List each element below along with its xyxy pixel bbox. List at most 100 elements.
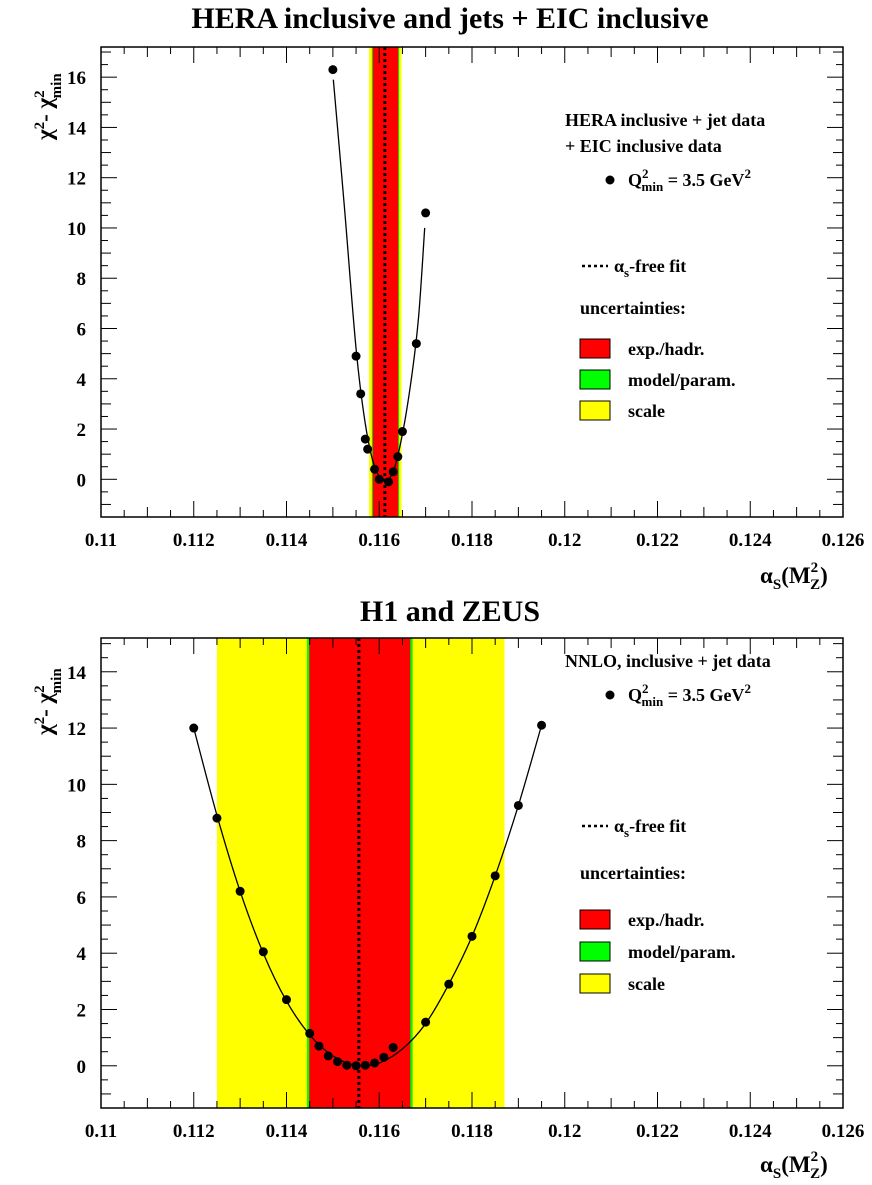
legend-swatch-exp — [579, 338, 611, 359]
x-tick-label: 0.114 — [266, 1121, 308, 1142]
data-point — [212, 813, 222, 823]
x-tick-label: 0.114 — [266, 530, 308, 551]
x-tick-label: 0.11 — [85, 1121, 117, 1142]
data-point — [189, 723, 199, 733]
legend-swatch-model — [579, 369, 611, 390]
data-point — [379, 1052, 389, 1062]
legend-band-scale: scale — [628, 974, 665, 994]
x-tick-label: 0.126 — [822, 530, 865, 551]
x-axis-label: αS(M2 Z) — [760, 1149, 828, 1182]
data-point — [323, 1051, 333, 1061]
legend-point-marker — [605, 175, 615, 185]
x-tick-label: 0.12 — [548, 1121, 581, 1142]
chart-title: HERA inclusive and jets + EIC inclusive — [191, 2, 708, 35]
legend-header-line-1: NNLO, inclusive + jet data — [565, 651, 771, 671]
data-point — [360, 434, 370, 444]
data-point — [363, 444, 373, 454]
data-point — [444, 979, 454, 989]
chart-panel-top: HERA inclusive and jets + EIC inclusive … — [32, 2, 864, 593]
y-tick-label: 10 — [67, 775, 86, 796]
data-point — [258, 947, 268, 957]
y-tick-label: 2 — [77, 420, 87, 441]
data-point — [282, 995, 291, 1005]
data-point — [513, 800, 523, 810]
data-point — [360, 1060, 370, 1070]
y-tick-label: 0 — [77, 470, 87, 491]
legend-band-model: model/param. — [628, 942, 736, 962]
data-point — [342, 1060, 352, 1070]
x-tick-label: 0.122 — [636, 1121, 679, 1142]
data-point — [421, 1017, 431, 1027]
y-tick-label: 12 — [67, 719, 86, 740]
y-tick-label: 4 — [77, 944, 87, 965]
data-point — [333, 1057, 343, 1067]
legend-band-model: model/param. — [628, 370, 736, 390]
data-point — [411, 339, 421, 349]
legend-point-marker — [605, 690, 615, 700]
data-point — [351, 351, 361, 361]
legend-line-label: αs-free fit — [614, 256, 686, 280]
data-point — [388, 467, 398, 477]
data-point — [328, 65, 338, 75]
y-tick-label: 6 — [77, 319, 87, 340]
legend-line-label: αs-free fit — [614, 816, 686, 840]
y-tick-label: 14 — [67, 663, 87, 684]
legend-points-label: Q2 min = 3.5 GeV2 — [628, 166, 751, 194]
x-tick-label: 0.126 — [822, 1121, 865, 1142]
chart-title: H1 and ZEUS — [360, 595, 540, 628]
svg-text:αS(M2Z): αS(M2 Z) — [760, 560, 828, 593]
data-point — [235, 886, 245, 896]
y-tick-label: 8 — [77, 269, 87, 290]
legend-swatch-model — [579, 941, 611, 962]
svg-text:χ2- χ2min: χ2- χ2min — [32, 73, 65, 141]
legend-swatch-scale — [579, 973, 611, 994]
data-point — [388, 1042, 398, 1052]
y-tick-label: 14 — [67, 118, 87, 139]
x-tick-label: 0.11 — [85, 530, 117, 551]
y-axis-label: χ2- χ2min — [32, 668, 65, 736]
data-point — [393, 452, 403, 462]
legend-uncertainties-label: uncertainties: — [580, 298, 686, 318]
x-tick-label: 0.116 — [358, 530, 400, 551]
x-tick-label: 0.112 — [173, 1121, 215, 1142]
y-tick-label: 10 — [67, 219, 86, 240]
svg-text:αS(M2Z): αS(M2 Z) — [760, 1149, 828, 1182]
x-tick-label: 0.122 — [636, 530, 679, 551]
y-tick-label: 2 — [77, 1000, 87, 1021]
x-tick-label: 0.12 — [548, 530, 581, 551]
legend-points-label: Q2 min = 3.5 GeV2 — [628, 681, 751, 709]
y-tick-label: 6 — [77, 888, 87, 909]
data-point — [314, 1041, 324, 1051]
data-point — [374, 474, 384, 484]
data-point — [421, 208, 431, 218]
legend-uncertainties-label: uncertainties: — [580, 863, 686, 883]
data-point — [356, 389, 366, 399]
y-tick-label: 0 — [77, 1057, 87, 1078]
data-point — [370, 1058, 380, 1068]
data-point — [370, 464, 380, 474]
data-point — [537, 720, 547, 730]
chart-panel-bottom: H1 and ZEUS 0 2 4 6 8 10 12 14 0.11 0.112 0.114 0.… — [32, 595, 864, 1182]
y-axis-label: χ2- χ2min — [32, 73, 65, 141]
x-tick-label: 0.116 — [358, 1121, 400, 1142]
legend-header-line-1: HERA inclusive + jet data — [565, 110, 765, 130]
x-tick-label: 0.124 — [729, 530, 772, 551]
data-point — [384, 477, 394, 487]
legend-band-exp: exp./hadr. — [628, 910, 704, 930]
x-tick-label: 0.124 — [729, 1121, 772, 1142]
legend-band-scale: scale — [628, 401, 665, 421]
legend-band-exp: exp./hadr. — [628, 339, 704, 359]
data-point — [467, 931, 477, 941]
legend-swatch-scale — [579, 400, 611, 421]
y-tick-label: 8 — [77, 832, 87, 853]
legend: HERA inclusive + jet data + EIC inclusiv… — [565, 110, 765, 421]
x-tick-label: 0.118 — [451, 1121, 493, 1142]
x-axis-label: αS(M2 Z) — [760, 560, 828, 593]
svg-text:χ2- χ2min: χ2- χ2min — [32, 668, 65, 736]
data-point — [351, 1061, 361, 1071]
y-tick-label: 12 — [67, 169, 86, 190]
legend-header-line-2: + EIC inclusive data — [565, 136, 722, 156]
x-tick-label: 0.112 — [173, 530, 215, 551]
data-point — [305, 1028, 315, 1038]
